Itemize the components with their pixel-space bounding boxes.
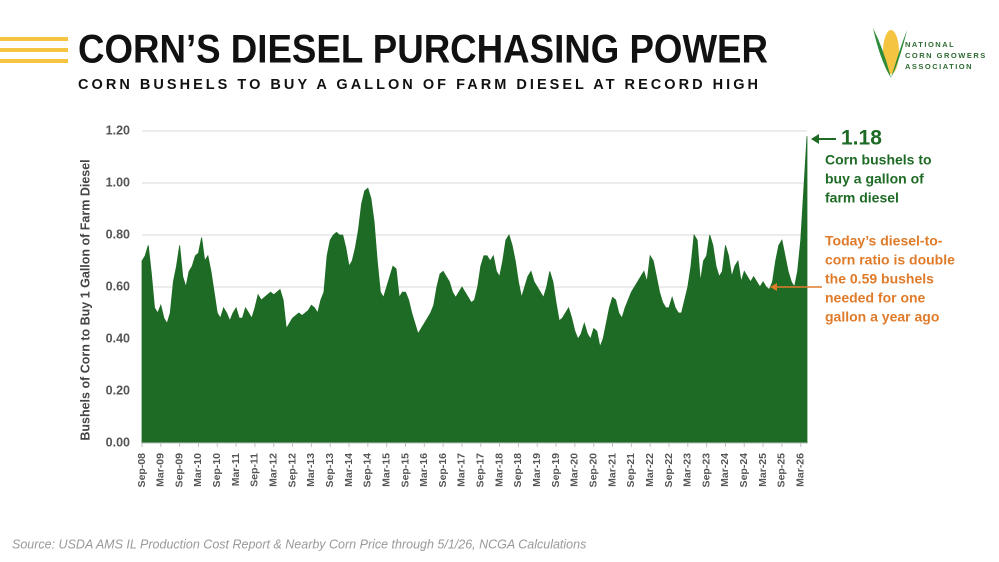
x-tick-label: Mar-09 (155, 453, 167, 487)
y-tick-label: 0.00 (106, 435, 130, 449)
x-tick-label: Sep-08 (136, 453, 148, 488)
chart-title: CORN’S DIESEL PURCHASING POWER (78, 28, 768, 72)
logo-corn (883, 30, 899, 74)
x-tick-label: Mar-13 (305, 453, 317, 487)
x-tick-label: Sep-22 (663, 453, 675, 488)
x-tick-label: Sep-20 (587, 453, 599, 488)
x-tick-label: Mar-15 (380, 453, 392, 487)
annotation-text: Corn bushels to (825, 152, 932, 168)
x-tick-label: Sep-14 (362, 453, 374, 488)
x-tick-label: Sep-23 (700, 453, 712, 488)
x-tick-label: Mar-10 (192, 453, 204, 487)
y-axis-label: Bushels of Corn to Buy 1 Gallon of Farm … (78, 159, 92, 440)
x-tick-label: Mar-24 (719, 453, 731, 487)
x-tick-label: Mar-14 (343, 453, 355, 487)
x-tick-label: Sep-25 (776, 453, 788, 488)
x-tick-label: Sep-11 (249, 453, 261, 487)
x-tick-label: Sep-15 (399, 453, 411, 488)
arrow-head (811, 134, 819, 144)
x-tick-label: Mar-17 (456, 453, 468, 487)
y-tick-label: 0.20 (106, 383, 130, 397)
x-tick-label: Mar-11 (230, 453, 242, 486)
y-tick-label: 0.60 (106, 279, 130, 293)
x-tick-label: Mar-26 (795, 453, 807, 487)
annotation-text: corn ratio is double (825, 252, 955, 268)
x-tick-label: Mar-23 (682, 453, 694, 487)
x-tick-label: Sep-10 (211, 453, 223, 488)
annotation-text: the 0.59 bushels (825, 271, 934, 287)
x-tick-label: Mar-18 (493, 453, 505, 487)
arrow-head (770, 283, 777, 291)
x-tick-label: Mar-12 (268, 453, 280, 487)
decor-line (0, 37, 68, 41)
y-tick-label: 0.40 (106, 331, 130, 345)
x-tick-label: Mar-25 (757, 453, 769, 487)
x-tick-label: Mar-22 (644, 453, 656, 487)
x-tick-label: Sep-16 (437, 453, 449, 488)
x-tick-label: Mar-19 (531, 453, 543, 487)
decor-line (0, 48, 68, 52)
x-tick-label: Sep-19 (550, 453, 562, 488)
annotation-text: needed for one (825, 290, 926, 306)
x-tick-label: Sep-09 (173, 453, 185, 488)
y-tick-label: 1.00 (106, 175, 130, 189)
y-tick-label: 0.80 (106, 227, 130, 241)
logo: NATIONAL CORN GROWERS ASSOCIATION (873, 28, 987, 78)
x-tick-label: Sep-21 (625, 453, 637, 488)
source-note: Source: USDA AMS IL Production Cost Repo… (12, 537, 586, 551)
logo-leaf (873, 28, 891, 78)
chart-subtitle: CORN BUSHELS TO BUY A GALLON OF FARM DIE… (78, 77, 758, 93)
logo-text: CORN GROWERS (905, 51, 987, 60)
area (141, 136, 808, 444)
x-tick-label: Sep-13 (324, 453, 336, 488)
logo-leaf (891, 30, 907, 78)
logo-text: ASSOCIATION (905, 62, 973, 71)
x-tick-label: Mar-20 (569, 453, 581, 487)
annotation-text: farm diesel (825, 190, 899, 206)
annotation-text: buy a gallon of (825, 171, 924, 187)
decor-lines (0, 37, 68, 63)
value-label: 1.18 (841, 127, 882, 150)
x-tick-label: Sep-24 (738, 453, 750, 488)
x-tick-label: Mar-16 (418, 453, 430, 487)
x-tick-label: Sep-12 (286, 453, 298, 488)
annotation-text: gallon a year ago (825, 309, 939, 325)
x-tick-label: Sep-18 (512, 453, 524, 488)
y-tick-label: 1.20 (106, 123, 130, 137)
x-tick-label: Sep-17 (475, 453, 487, 488)
annotation-text: Today’s diesel-to- (825, 233, 943, 249)
logo-text: NATIONAL (905, 40, 955, 49)
decor-line (0, 59, 68, 63)
x-tick-label: Mar-21 (606, 453, 618, 487)
